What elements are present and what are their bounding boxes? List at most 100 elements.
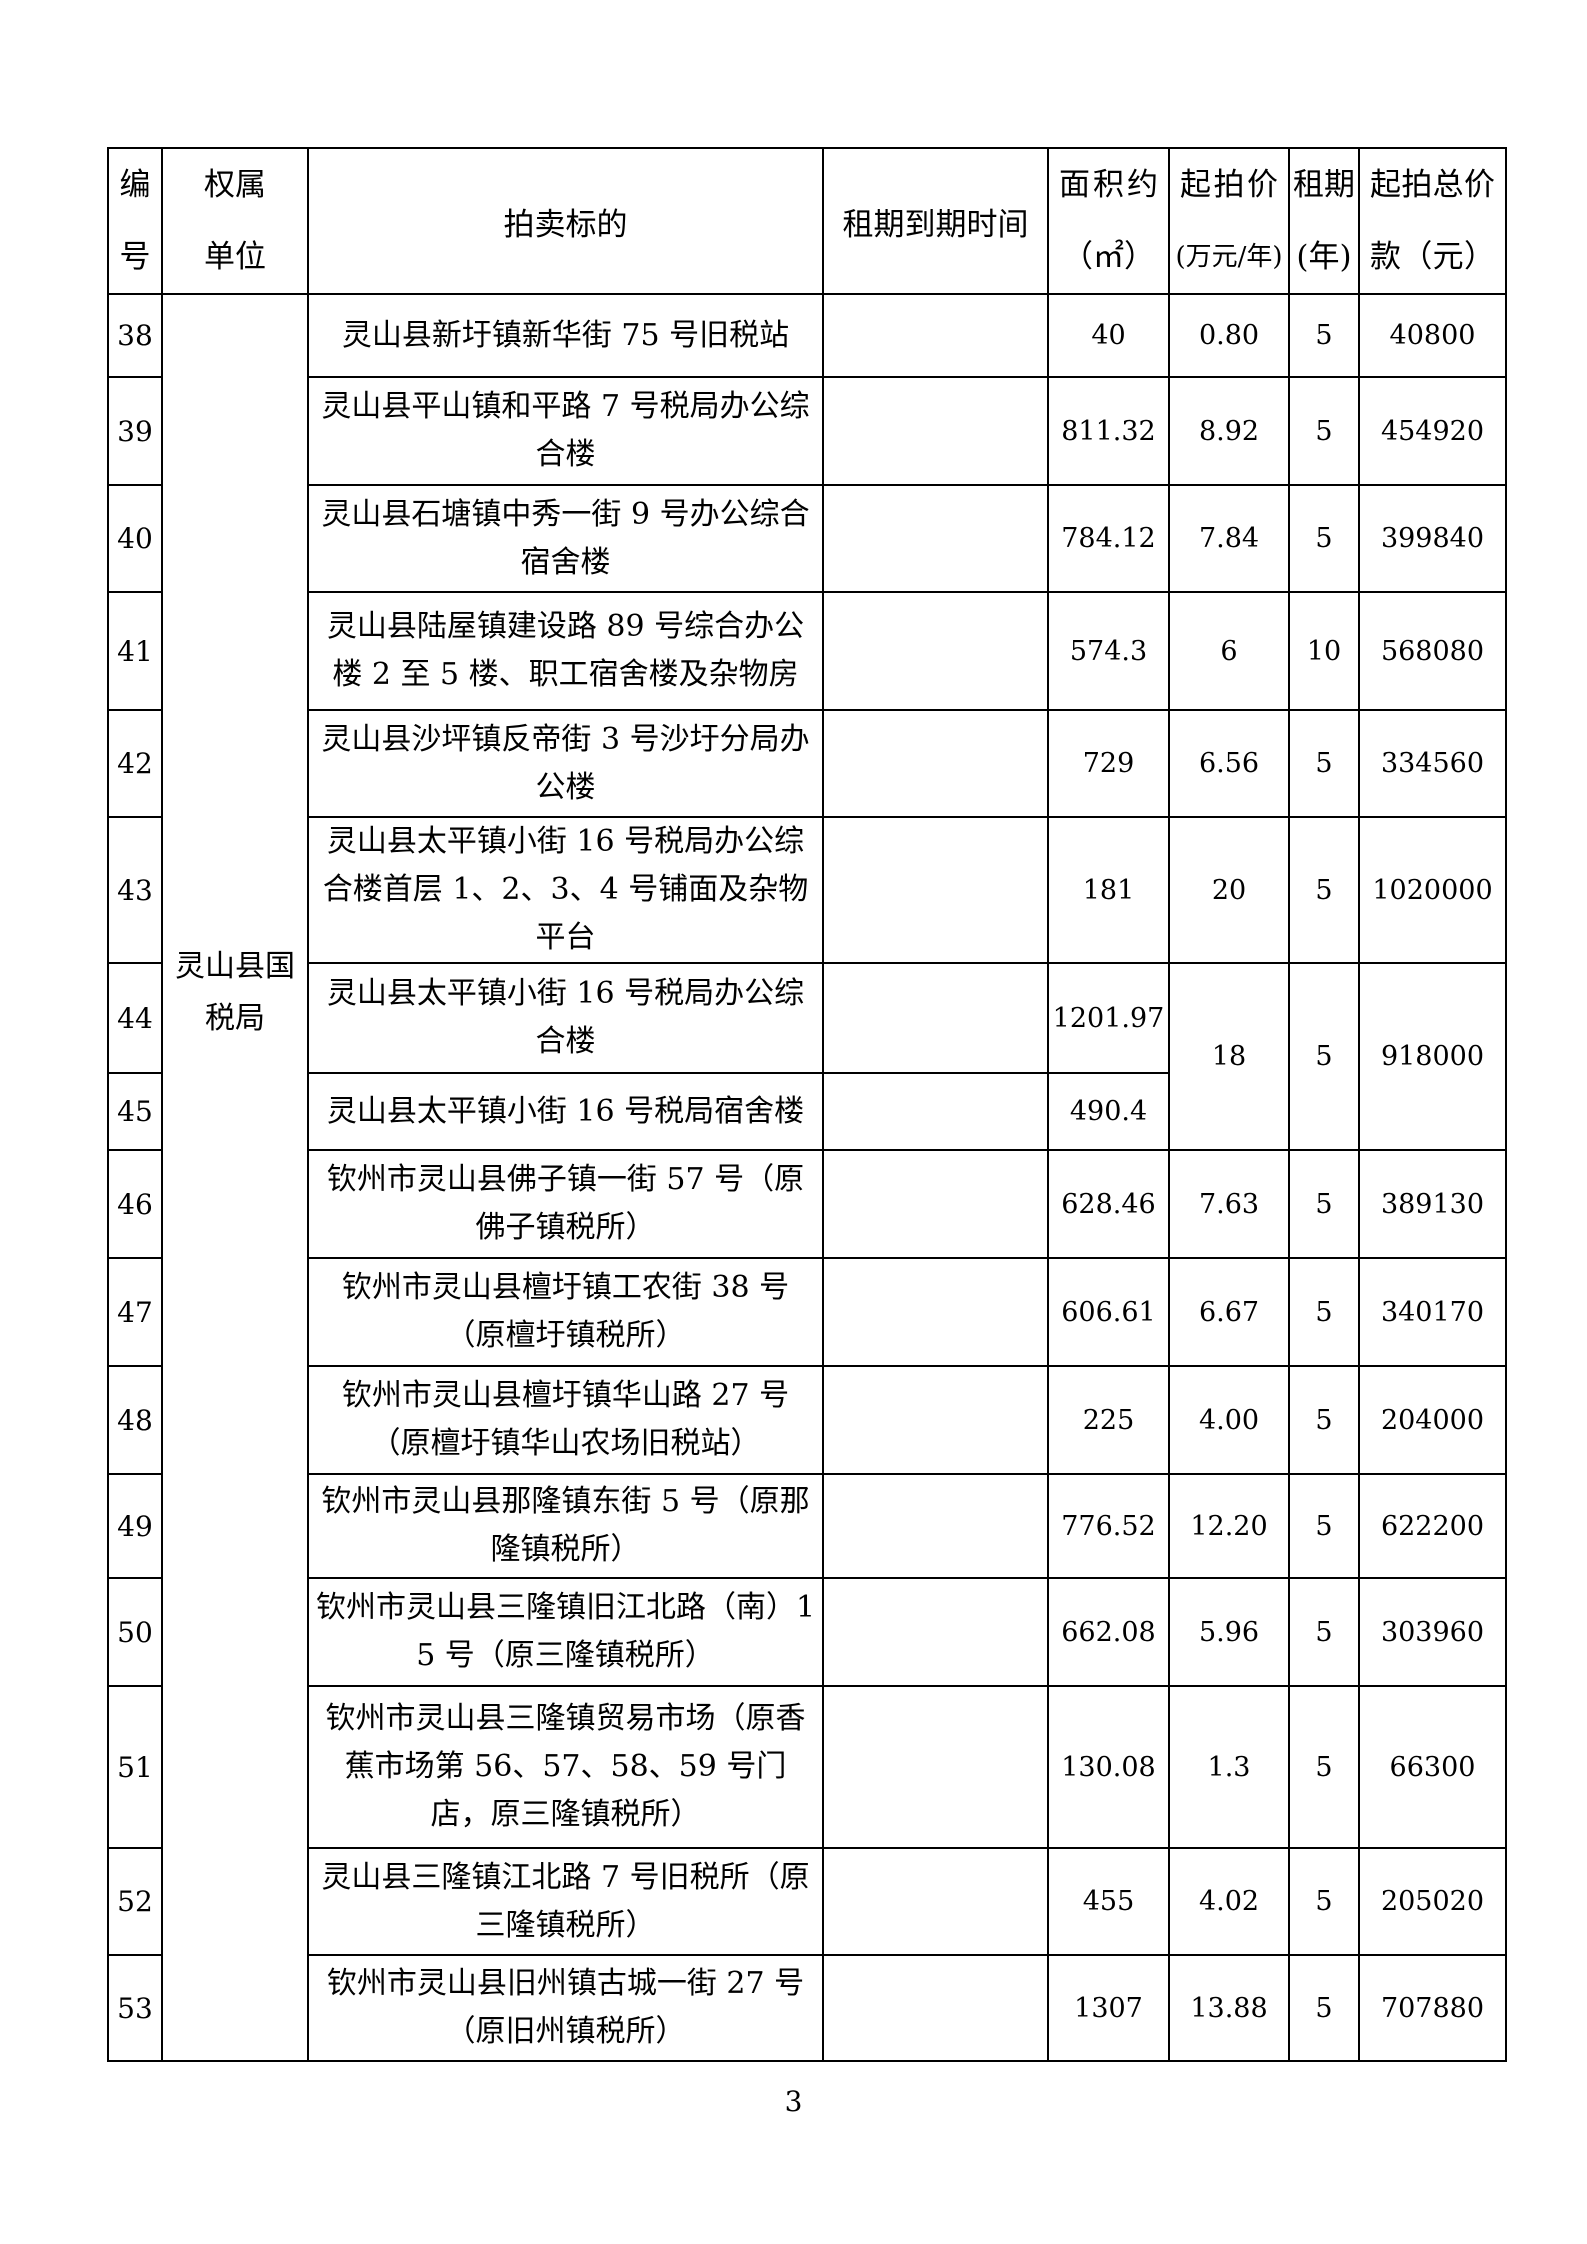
lease-end-cell — [822, 1257, 1049, 1367]
table-row: 47 钦州市灵山县檀圩镇工农街 38 号（原檀圩镇税所） 606.61 6.67… — [107, 1257, 1507, 1367]
total-cell: 66300 — [1358, 1685, 1507, 1849]
table-row: 38 灵山县国税局 灵山县新圩镇新华街 75 号旧税站 40 0.80 5 40… — [107, 293, 1507, 2062]
header-area-line: 面积约 — [1059, 167, 1158, 203]
lease-end-cell — [822, 1072, 1049, 1151]
total-cell-merged: 918000 — [1358, 962, 1507, 1151]
serial-cell: 47 — [107, 1257, 163, 1367]
price-cell: 5.96 — [1168, 1577, 1290, 1687]
target-cell: 钦州市灵山县三隆镇旧江北路（南）15 号（原三隆镇税所） — [307, 1577, 824, 1687]
header-serial: 编 号 — [107, 147, 163, 295]
target-cell: 灵山县太平镇小街 16 号税局办公综合楼首层 1、2、3、4 号铺面及杂物平台 — [307, 816, 824, 964]
target-cell: 灵山县太平镇小街 16 号税局办公综合楼 — [307, 962, 824, 1074]
header-owner-line: 权属 — [204, 167, 266, 203]
total-cell: 389130 — [1358, 1149, 1507, 1259]
total-cell: 303960 — [1358, 1577, 1507, 1687]
lease-end-cell — [822, 709, 1049, 818]
total-cell: 622200 — [1358, 1473, 1507, 1579]
header-lease-end: 租期到期时间 — [822, 147, 1049, 295]
term-cell: 5 — [1288, 376, 1360, 486]
area-cell: 1307 — [1047, 1954, 1170, 2062]
serial-cell: 53 — [107, 1954, 163, 2062]
target-cell: 钦州市灵山县檀圩镇华山路 27 号（原檀圩镇华山农场旧税站） — [307, 1365, 824, 1475]
serial-cell: 38 — [107, 293, 163, 378]
term-cell: 5 — [1288, 816, 1360, 964]
owner-unit-text: 灵山县国税局 — [175, 948, 295, 1036]
total-cell: 707880 — [1358, 1954, 1507, 2062]
lease-end-cell — [822, 1149, 1049, 1259]
area-cell: 181 — [1047, 816, 1170, 964]
area-cell: 225 — [1047, 1365, 1170, 1475]
total-cell: 205020 — [1358, 1847, 1507, 1956]
price-cell: 6.67 — [1168, 1257, 1290, 1367]
serial-cell: 42 — [107, 709, 163, 818]
price-cell: 8.92 — [1168, 376, 1290, 486]
table-row: 53 钦州市灵山县旧州镇古城一街 27 号（原旧州镇税所） 1307 13.88… — [107, 1954, 1507, 2062]
target-cell: 灵山县沙坪镇反帝街 3 号沙圩分局办公楼 — [307, 709, 824, 818]
total-cell: 40800 — [1358, 293, 1507, 378]
term-cell: 5 — [1288, 1847, 1360, 1956]
table-row: 39 灵山县平山镇和平路 7 号税局办公综合楼 811.32 8.92 5 45… — [107, 376, 1507, 486]
term-cell: 5 — [1288, 293, 1360, 378]
total-cell: 204000 — [1358, 1365, 1507, 1475]
target-cell: 钦州市灵山县旧州镇古城一街 27 号（原旧州镇税所） — [307, 1954, 824, 2062]
lease-end-cell — [822, 1954, 1049, 2062]
table-row: 46 钦州市灵山县佛子镇一街 57 号（原佛子镇税所） 628.46 7.63 … — [107, 1149, 1507, 1259]
price-cell: 20 — [1168, 816, 1290, 964]
total-cell: 334560 — [1358, 709, 1507, 818]
area-cell: 776.52 — [1047, 1473, 1170, 1579]
table-row: 49 钦州市灵山县那隆镇东街 5 号（原那隆镇税所） 776.52 12.20 … — [107, 1473, 1507, 1579]
table-row: 44 灵山县太平镇小街 16 号税局办公综合楼 1201.97 18 5 918… — [107, 962, 1507, 1151]
serial-cell: 41 — [107, 591, 163, 711]
target-cell: 灵山县太平镇小街 16 号税局宿舍楼 — [307, 1072, 824, 1151]
page-number: 3 — [784, 2085, 803, 2118]
area-cell: 574.3 — [1047, 591, 1170, 711]
area-cell: 455 — [1047, 1847, 1170, 1956]
serial-cell: 46 — [107, 1149, 163, 1259]
lease-end-cell — [822, 376, 1049, 486]
header-serial-line: 编 — [119, 167, 151, 203]
serial-cell: 45 — [107, 1072, 163, 1151]
term-cell: 5 — [1288, 709, 1360, 818]
area-cell: 130.08 — [1047, 1685, 1170, 1849]
term-cell: 5 — [1288, 1473, 1360, 1579]
table-row: 52 灵山县三隆镇江北路 7 号旧税所（原三隆镇税所） 455 4.02 5 2… — [107, 1847, 1507, 1956]
table-row: 41 灵山县陆屋镇建设路 89 号综合办公楼 2 至 5 楼、职工宿舍楼及杂物房… — [107, 591, 1507, 711]
target-cell: 灵山县新圩镇新华街 75 号旧税站 — [307, 293, 824, 378]
price-cell: 6 — [1168, 591, 1290, 711]
serial-cell: 49 — [107, 1473, 163, 1579]
header-total-line: 款（元） — [1370, 239, 1495, 275]
header-owner-unit: 权属 单位 — [161, 147, 309, 295]
target-cell: 灵山县平山镇和平路 7 号税局办公综合楼 — [307, 376, 824, 486]
lease-end-cell — [822, 591, 1049, 711]
header-total-line: 起拍总价 — [1370, 167, 1495, 203]
header-row: 编 号 权属 单位 拍卖标的 租期到期时间 面积约 （㎡） 起拍价 (万元/年)… — [107, 147, 1507, 295]
area-cell: 606.61 — [1047, 1257, 1170, 1367]
header-auction-target: 拍卖标的 — [307, 147, 824, 295]
header-term-line: 租期 — [1293, 167, 1355, 203]
term-cell: 5 — [1288, 1954, 1360, 2062]
price-cell: 12.20 — [1168, 1473, 1290, 1579]
target-cell: 灵山县石塘镇中秀一街 9 号办公综合宿舍楼 — [307, 484, 824, 593]
target-cell: 钦州市灵山县三隆镇贸易市场（原香蕉市场第 56、57、58、59 号门店，原三隆… — [307, 1685, 824, 1849]
total-cell: 454920 — [1358, 376, 1507, 486]
lease-end-cell — [822, 1847, 1049, 1956]
serial-cell: 52 — [107, 1847, 163, 1956]
lease-end-cell — [822, 962, 1049, 1074]
lease-end-cell — [822, 1577, 1049, 1687]
table-row: 43 灵山县太平镇小街 16 号税局办公综合楼首层 1、2、3、4 号铺面及杂物… — [107, 816, 1507, 964]
term-cell: 5 — [1288, 1685, 1360, 1849]
table-row: 50 钦州市灵山县三隆镇旧江北路（南）15 号（原三隆镇税所） 662.08 5… — [107, 1577, 1507, 1687]
price-cell: 13.88 — [1168, 1954, 1290, 2062]
header-owner-line: 单位 — [204, 239, 266, 275]
price-cell: 6.56 — [1168, 709, 1290, 818]
term-cell: 5 — [1288, 1257, 1360, 1367]
serial-cell: 48 — [107, 1365, 163, 1475]
auction-table: 编 号 权属 单位 拍卖标的 租期到期时间 面积约 （㎡） 起拍价 (万元/年)… — [107, 147, 1507, 2062]
area-cell: 1201.97 — [1047, 962, 1170, 1074]
lease-end-cell — [822, 1365, 1049, 1475]
total-cell: 340170 — [1358, 1257, 1507, 1367]
target-cell: 灵山县三隆镇江北路 7 号旧税所（原三隆镇税所） — [307, 1847, 824, 1956]
header-area-line: （㎡） — [1062, 239, 1155, 275]
target-cell: 灵山县陆屋镇建设路 89 号综合办公楼 2 至 5 楼、职工宿舍楼及杂物房 — [307, 591, 824, 711]
